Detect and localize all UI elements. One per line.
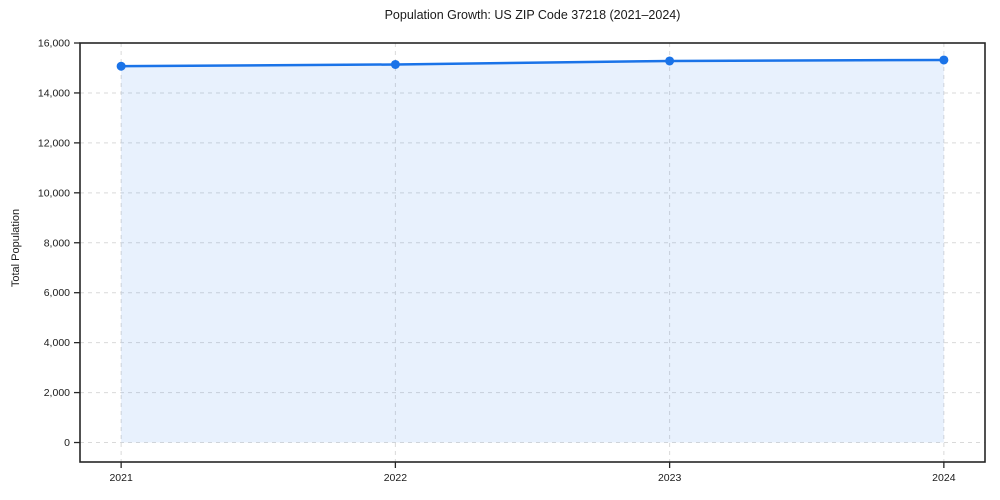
data-point-marker (939, 55, 949, 65)
x-tick-label: 2021 (109, 472, 133, 484)
y-tick-label: 12,000 (38, 137, 70, 149)
x-tick-label: 2024 (932, 472, 956, 484)
y-axis-label: Total Population (10, 208, 22, 288)
y-tick-label: 14,000 (38, 87, 70, 99)
data-point-marker (665, 56, 675, 66)
plot-border (79, 42, 986, 463)
y-tick-label: 4,000 (44, 337, 70, 349)
x-tick-label: 2022 (384, 472, 408, 484)
y-tick-label: 6,000 (44, 287, 70, 299)
y-tick-label: 16,000 (38, 38, 70, 50)
chart-title: Population Growth: US ZIP Code 37218 (20… (384, 8, 681, 22)
y-tick-label: 0 (64, 437, 70, 449)
data-point-marker (116, 61, 126, 71)
area-fill (121, 59, 944, 443)
y-tick-label: 10,000 (38, 187, 70, 199)
x-tick-label: 2023 (658, 472, 682, 484)
y-tick-label: 2,000 (44, 387, 70, 399)
trend-line (119, 58, 946, 68)
y-tick-label: 8,000 (44, 237, 70, 249)
data-point-marker (390, 59, 400, 69)
